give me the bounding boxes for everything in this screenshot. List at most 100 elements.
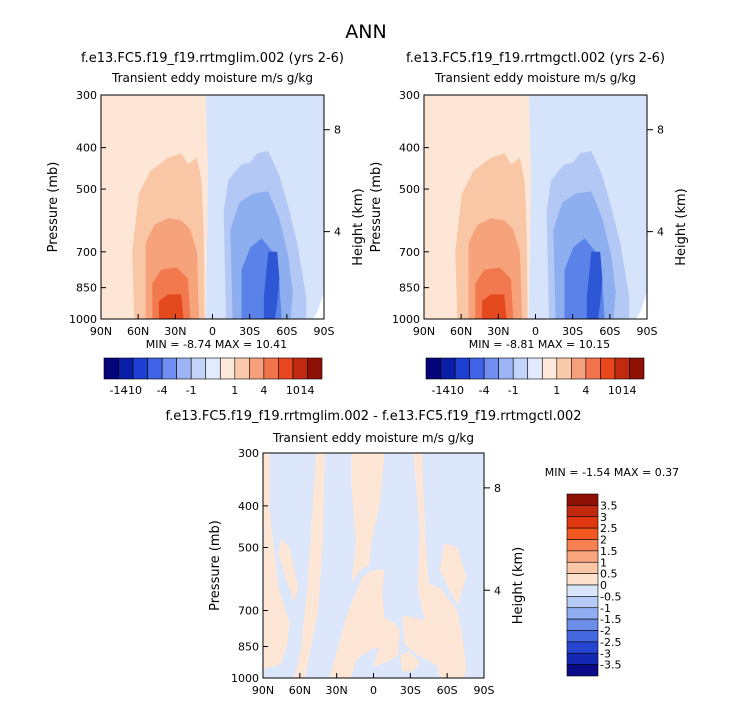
y-tick-label: 700 (399, 246, 420, 259)
panel-title: f.e13.FC5.f19_f19.rrtmgctl.002 (yrs 2-6) (406, 51, 665, 66)
colorbar-label: -14 (432, 384, 450, 397)
height-tick-label: 8 (657, 124, 664, 137)
contour-region (482, 294, 507, 319)
y-tick-label: 400 (238, 500, 259, 513)
colorbar-swatch (585, 357, 601, 380)
y-tick-label: 500 (238, 542, 259, 555)
colorbar-swatch (566, 618, 599, 631)
y-tick-label: 300 (238, 447, 259, 460)
y-axis-label: Pressure (mb) (369, 162, 384, 253)
colorbar-swatch (103, 357, 119, 380)
colorbar-swatch (566, 584, 599, 597)
x-tick-label: 90N (90, 325, 112, 338)
y-tick-label: 400 (76, 142, 97, 155)
y-axis-label: Pressure (mb) (208, 520, 223, 611)
colorbar-panel-1: -14-10 -4 -1 1 4 10 14 (103, 357, 323, 397)
x-tick-label: 30N (326, 684, 348, 697)
colorbar-swatch (566, 652, 599, 665)
x-tick-label: 90S (314, 325, 335, 338)
x-tick-label: 60N (127, 325, 149, 338)
colorbar-swatch (205, 357, 221, 380)
x-tick-label: 60S (276, 325, 297, 338)
colorbar-swatch (512, 357, 529, 380)
colorbar-label: -1 (186, 384, 197, 397)
colorbar-swatch (566, 539, 599, 552)
contour-field (263, 453, 484, 678)
colorbar-label: 14 (300, 384, 314, 397)
colorbar-difference: 3.532.521.510.50-0.5-1-1.5-2-2.5-3-3.5 (566, 493, 621, 677)
colorbar-label: -3 (600, 647, 611, 660)
height-tick-label: 4 (334, 226, 341, 239)
colorbar-swatch (566, 596, 599, 609)
colorbar-label: -2 (600, 625, 611, 638)
x-tick-label: 30N (164, 325, 186, 338)
x-tick-label: 30S (562, 325, 583, 338)
colorbar-label: 2 (600, 534, 607, 547)
min-max-stats: MIN = -8.74 MAX = 10.41 (146, 338, 287, 351)
contour-region (263, 453, 290, 669)
colorbar-label: 0 (600, 579, 607, 592)
contour-region (263, 251, 280, 319)
colorbar-swatch (566, 516, 599, 529)
contour-field (101, 95, 324, 319)
min-max-stats: MIN = -1.54 MAX = 0.37 (545, 466, 679, 479)
panel-1: f.e13.FC5.f19_f19.rrtmglim.002 (yrs 2-6)… (46, 51, 366, 351)
colorbar-swatch (527, 357, 543, 380)
colorbar-label: 1.5 (600, 545, 618, 558)
contour-region (400, 651, 420, 672)
colorbar-label: 3.5 (600, 499, 618, 512)
panel-subtitle: Transient eddy moisture m/s g/kg (272, 431, 474, 445)
y-tick-label: 300 (399, 89, 420, 102)
x-tick-label: 60S (437, 684, 458, 697)
contour-region (351, 453, 385, 584)
y-tick-label: 400 (399, 142, 420, 155)
colorbar-swatch (425, 357, 441, 380)
colorbar-swatch (556, 357, 572, 380)
colorbar-swatch (571, 357, 587, 380)
colorbar-label: 2.5 (600, 522, 618, 535)
panel-2: f.e13.FC5.f19_f19.rrtmgctl.002 (yrs 2-6)… (369, 51, 689, 351)
x-tick-label: 0 (209, 325, 216, 338)
colorbar-swatch (566, 607, 599, 620)
height-tick-label: 4 (494, 584, 501, 597)
colorbar-swatch (469, 357, 485, 380)
height-axis-label: Height (km) (511, 547, 526, 624)
colorbar-label: 1 (600, 556, 607, 569)
colorbar-swatch (454, 357, 470, 380)
contour-region (586, 251, 603, 319)
x-tick-label: 60N (289, 684, 311, 697)
x-tick-label: 0 (532, 325, 539, 338)
colorbar-label: -1 (508, 384, 519, 397)
colorbar-swatch (147, 357, 163, 380)
y-axis-label: Pressure (mb) (46, 162, 61, 253)
colorbar-label: -4 (479, 384, 490, 397)
colorbar-label: -2.5 (600, 636, 621, 649)
colorbar-label: 4 (260, 384, 267, 397)
missing-data-region (638, 292, 647, 319)
height-axis-label: Height (km) (674, 188, 689, 265)
x-tick-label: 90N (252, 684, 274, 697)
colorbar-panel-2: -14-10 -4 -1 1 4 10 14 (425, 357, 645, 397)
colorbar-swatch (566, 493, 599, 506)
y-tick-label: 700 (76, 246, 97, 259)
height-axis-label: Height (km) (351, 188, 366, 265)
colorbar-swatch (600, 357, 616, 380)
colorbar-swatch (234, 357, 250, 380)
colorbar-swatch (614, 357, 630, 380)
colorbar-label: 1 (553, 384, 560, 397)
colorbar-swatch (629, 357, 645, 380)
colorbar-swatch (190, 357, 207, 380)
panel-subtitle: Transient eddy moisture m/s g/kg (111, 71, 313, 85)
colorbar-swatch (440, 357, 456, 380)
colorbar-label: 1 (231, 384, 238, 397)
y-tick-label: 500 (76, 183, 97, 196)
colorbar-swatch (307, 357, 323, 380)
colorbar-label: -10 (124, 384, 142, 397)
colorbar-label: 14 (622, 384, 636, 397)
colorbar-label: 10 (286, 384, 300, 397)
colorbar-swatch (132, 357, 148, 380)
colorbar-label: 3 (600, 511, 607, 524)
colorbar-swatch (483, 357, 499, 380)
colorbar-swatch (566, 573, 599, 586)
x-tick-label: 90N (413, 325, 435, 338)
